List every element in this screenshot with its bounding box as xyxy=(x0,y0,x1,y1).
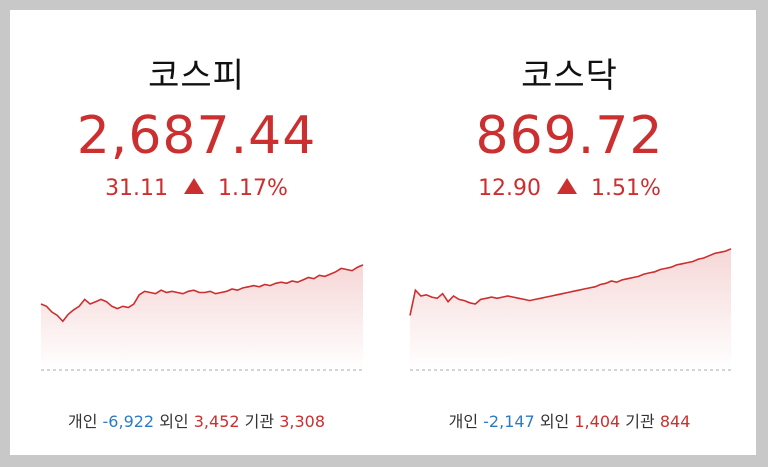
chart-line xyxy=(40,264,364,323)
institution-value: 844 xyxy=(659,412,691,431)
kosdaq-intraday-chart xyxy=(409,248,732,371)
change-value: 12.90 xyxy=(478,176,542,201)
foreign-label: 외인 xyxy=(539,412,570,431)
institution-label: 기관 xyxy=(244,412,275,431)
foreign-value: 3,452 xyxy=(193,412,240,431)
index-change: 12.90 1.51% xyxy=(383,176,756,201)
index-price: 2,687.44 xyxy=(76,106,317,166)
chart-area-fill xyxy=(410,248,731,370)
change-percent: 1.17% xyxy=(218,176,288,201)
investor-summary: 개인 -6,922 외인 3,452 기관 3,308 xyxy=(10,408,383,432)
change-value: 31.11 xyxy=(105,176,169,201)
individual-value: -2,147 xyxy=(483,412,535,431)
index-name: 코스피 xyxy=(148,56,245,96)
up-triangle-icon xyxy=(557,178,578,194)
investor-summary: 개인 -2,147 외인 1,404 기관 844 xyxy=(383,408,756,432)
foreign-value: 1,404 xyxy=(574,412,621,431)
individual-label: 개인 xyxy=(448,412,479,431)
kosdaq-card[interactable]: 코스닥 869.72 12.90 1.51% 개인 -2,147 외인 1,404… xyxy=(383,10,756,455)
index-change: 31.11 1.17% xyxy=(10,176,383,201)
kospi-card[interactable]: 코스피 2,687.44 31.11 1.17% 개인 -6,922 외인 3,4… xyxy=(10,10,383,455)
index-name: 코스닥 xyxy=(521,56,618,96)
individual-label: 개인 xyxy=(67,412,98,431)
foreign-label: 외인 xyxy=(159,412,189,431)
index-price: 869.72 xyxy=(475,106,664,166)
change-percent: 1.51% xyxy=(591,176,661,201)
institution-value: 3,308 xyxy=(279,412,326,431)
individual-value: -6,922 xyxy=(102,412,155,431)
institution-label: 기관 xyxy=(625,412,655,431)
up-triangle-icon xyxy=(184,178,205,194)
chart-area-fill xyxy=(41,264,363,370)
market-indices-widget: 코스피 2,687.44 31.11 1.17% 개인 -6,922 외인 3,4… xyxy=(10,10,756,455)
kospi-intraday-chart xyxy=(40,264,364,371)
chart-line xyxy=(409,248,732,316)
